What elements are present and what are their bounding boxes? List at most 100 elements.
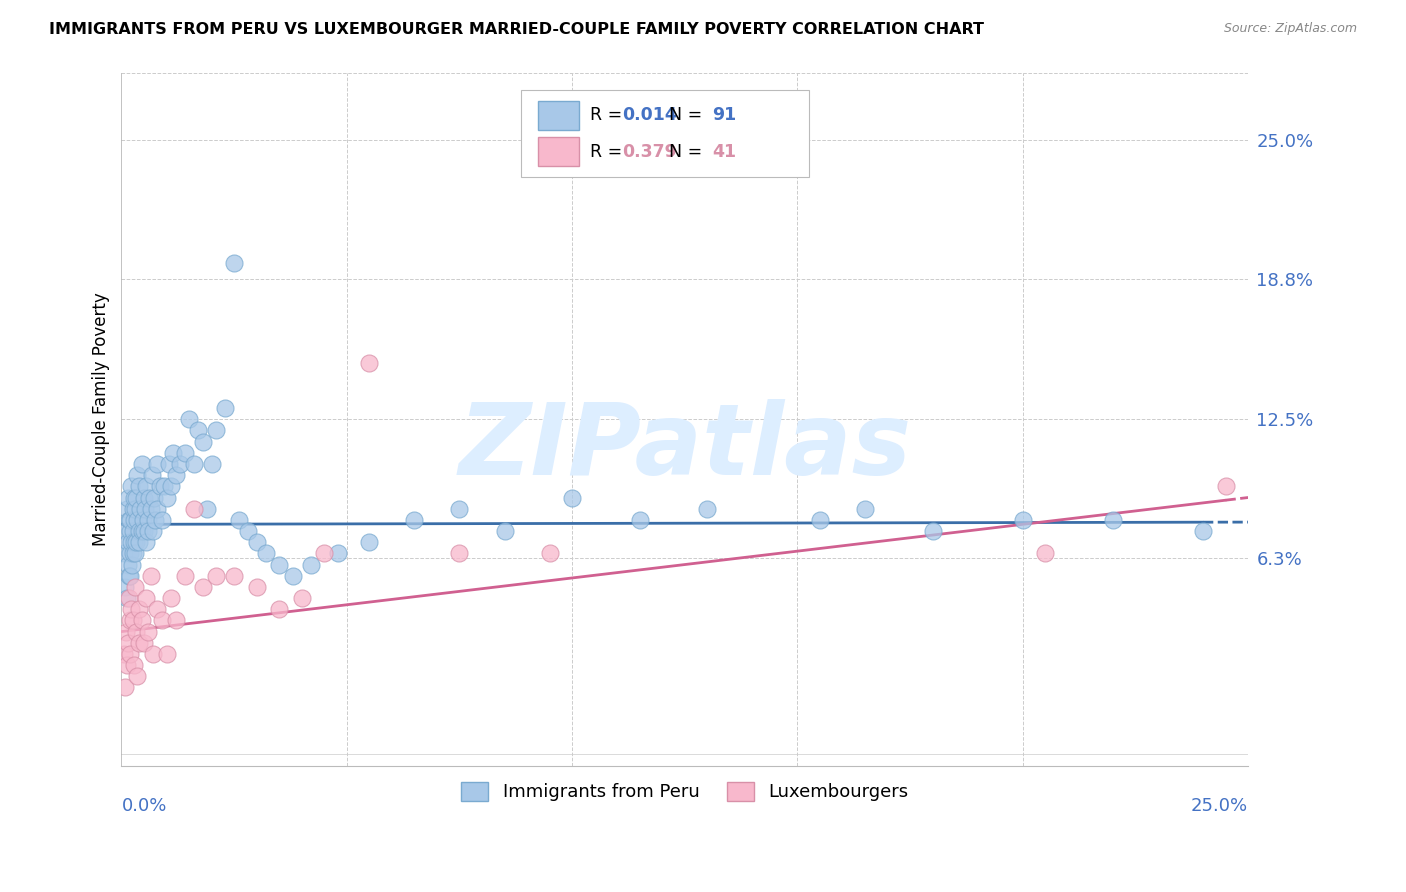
Point [128, 602, 150, 616]
Point [538, 546, 561, 560]
FancyBboxPatch shape [522, 90, 808, 177]
Point [173, 568, 195, 582]
Point [155, 491, 177, 505]
Point [120, 568, 142, 582]
Point [117, 491, 139, 505]
Point [281, 568, 304, 582]
Point [132, 491, 155, 505]
Point [269, 558, 291, 572]
FancyBboxPatch shape [538, 137, 579, 167]
Point [121, 524, 143, 538]
Point [921, 524, 943, 538]
Point [449, 546, 471, 560]
Point [236, 524, 259, 538]
Point [125, 491, 148, 505]
Point [254, 546, 277, 560]
Point [135, 591, 157, 605]
Point [134, 501, 156, 516]
Point [314, 546, 336, 560]
Point [132, 524, 155, 538]
Y-axis label: Married-Couple Family Poverty: Married-Couple Family Poverty [93, 293, 110, 546]
Point [129, 501, 152, 516]
Point [326, 546, 349, 560]
Point [122, 535, 145, 549]
Point [191, 580, 214, 594]
Point [115, 591, 138, 605]
Point [122, 491, 145, 505]
Point [149, 479, 172, 493]
Point [143, 513, 166, 527]
Point [808, 513, 831, 527]
Point [214, 401, 236, 416]
Point [169, 457, 191, 471]
Point [120, 535, 142, 549]
Point [115, 658, 138, 673]
Point [112, 546, 135, 560]
Point [162, 446, 184, 460]
Text: Source: ZipAtlas.com: Source: ZipAtlas.com [1223, 22, 1357, 36]
Point [117, 558, 139, 572]
Point [246, 535, 269, 549]
Point [224, 568, 246, 582]
Point [150, 513, 173, 527]
Point [138, 491, 160, 505]
Point [177, 412, 200, 426]
Point [124, 501, 146, 516]
Point [246, 580, 269, 594]
Point [132, 513, 155, 527]
Point [112, 647, 135, 661]
Text: N =: N = [658, 106, 707, 124]
Text: 0.379: 0.379 [621, 143, 676, 161]
Point [299, 558, 322, 572]
Point [291, 591, 314, 605]
Point [561, 491, 583, 505]
Point [138, 624, 160, 639]
Point [115, 624, 138, 639]
Point [146, 501, 169, 516]
Text: N =: N = [658, 143, 707, 161]
Point [122, 658, 145, 673]
Point [139, 568, 162, 582]
Point [183, 457, 205, 471]
Point [127, 513, 149, 527]
Point [404, 513, 426, 527]
Point [141, 468, 163, 483]
Point [115, 524, 138, 538]
Text: ZIPatlas: ZIPatlas [458, 399, 911, 496]
Point [122, 513, 145, 527]
Point [128, 479, 150, 493]
Point [117, 535, 139, 549]
Point [121, 614, 143, 628]
Point [628, 513, 651, 527]
Text: R =: R = [591, 106, 628, 124]
Point [114, 580, 136, 594]
Point [124, 580, 146, 594]
Point [191, 434, 214, 449]
Point [118, 591, 141, 605]
Point [118, 546, 141, 560]
Point [142, 524, 165, 538]
Point [128, 636, 150, 650]
Point [142, 491, 165, 505]
Text: R =: R = [591, 143, 628, 161]
Point [121, 501, 143, 516]
Text: 41: 41 [711, 143, 735, 161]
Point [132, 636, 155, 650]
Point [120, 647, 142, 661]
Legend: Immigrants from Peru, Luxembourgers: Immigrants from Peru, Luxembourgers [454, 775, 915, 808]
Point [1215, 479, 1237, 493]
Point [125, 535, 148, 549]
Point [118, 614, 141, 628]
Point [114, 681, 136, 695]
Point [696, 501, 718, 516]
Point [1102, 513, 1125, 527]
Point [359, 535, 381, 549]
Text: IMMIGRANTS FROM PERU VS LUXEMBOURGER MARRIED-COUPLE FAMILY POVERTY CORRELATION C: IMMIGRANTS FROM PERU VS LUXEMBOURGER MAR… [49, 22, 984, 37]
Point [494, 524, 516, 538]
Point [205, 568, 228, 582]
Text: 25.0%: 25.0% [1191, 797, 1249, 814]
Point [131, 457, 153, 471]
Point [200, 457, 222, 471]
Point [449, 501, 471, 516]
Point [127, 468, 149, 483]
